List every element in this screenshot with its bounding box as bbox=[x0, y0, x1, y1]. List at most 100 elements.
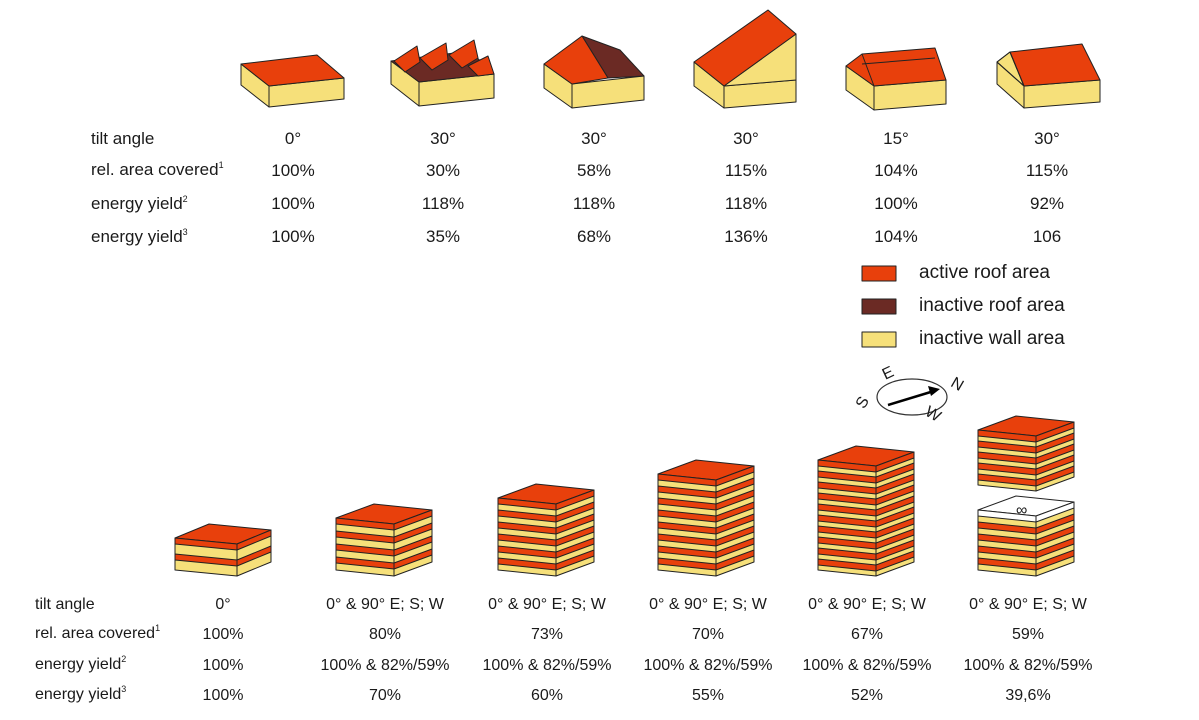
bottom-cell-tilt: 0° & 90° E; S; W bbox=[808, 596, 926, 613]
block-roof-edge bbox=[875, 451, 915, 473]
bottom-cell-yield2: 100% & 82%/59% bbox=[643, 657, 773, 674]
bottom-cell-yield3: 100% bbox=[202, 687, 244, 704]
building-shallow-roof bbox=[845, 47, 947, 111]
legend-label-wall: inactive wall area bbox=[919, 328, 1065, 349]
bottom-cell-yield3: 52% bbox=[850, 687, 884, 704]
wall-front bbox=[571, 75, 645, 109]
floor-band-side bbox=[555, 513, 595, 535]
top-cell-area: 104% bbox=[874, 161, 918, 180]
row-label-yield2: energy yield2 bbox=[35, 654, 127, 674]
floor-band-side bbox=[393, 548, 433, 570]
floor-band-side bbox=[715, 501, 755, 523]
bottom-cell-tilt: 0° bbox=[215, 596, 231, 613]
bottom-cell-area: 70% bbox=[691, 626, 725, 643]
roof-active bbox=[240, 54, 345, 87]
roof-active bbox=[448, 39, 479, 69]
floor-band-side bbox=[875, 528, 915, 550]
roof-active bbox=[419, 42, 449, 71]
bottom-cell-area: 59% bbox=[1011, 626, 1045, 643]
floor-band-side bbox=[715, 513, 755, 535]
top-cell-area: 115% bbox=[724, 161, 768, 180]
row-label-yield3: energy yield3 bbox=[35, 684, 127, 704]
top-cell-yield3: 68% bbox=[576, 227, 612, 246]
roof-active bbox=[467, 55, 495, 77]
floor-band-side bbox=[393, 535, 433, 557]
legend-swatches bbox=[861, 265, 897, 348]
row-label-tilt: tilt angle bbox=[91, 129, 155, 148]
bottom-cell-tilt: 0° & 90° E; S; W bbox=[969, 596, 1087, 613]
compass-arrowhead-icon bbox=[928, 386, 940, 396]
bottom-cell-yield2: 100% & 82%/59% bbox=[963, 657, 1093, 674]
building-flat-roof bbox=[240, 54, 345, 108]
floor-band-side bbox=[1035, 465, 1075, 487]
legend-label-active-roof: active roof area bbox=[919, 262, 1050, 283]
bottom-cell-area: 100% bbox=[202, 626, 244, 643]
block-roof-edge bbox=[393, 509, 433, 531]
compass-arrow-icon bbox=[887, 389, 935, 407]
bottom-cell-area: 73% bbox=[530, 626, 564, 643]
top-cell-tilt: 30° bbox=[1034, 129, 1060, 148]
top-cell-area: 100% bbox=[271, 161, 315, 180]
roof-active bbox=[845, 47, 947, 87]
floor-band-side bbox=[715, 489, 755, 511]
row-label-area: rel. area covered1 bbox=[35, 623, 161, 643]
bottom-cell-yield3: 55% bbox=[691, 687, 725, 704]
top-cell-yield3: 136% bbox=[724, 227, 768, 246]
legend-swatch-active-roof bbox=[861, 265, 897, 282]
compass-rose bbox=[876, 378, 948, 416]
top-cell-area: 58% bbox=[576, 161, 612, 180]
top-cell-tilt: 0° bbox=[284, 129, 302, 148]
top-cell-yield2: 100% bbox=[271, 194, 315, 213]
floor-band-side bbox=[875, 539, 915, 561]
top-cell-yield3: 106 bbox=[1032, 227, 1062, 246]
floor-band-side bbox=[1035, 537, 1075, 559]
floor-band-side bbox=[1035, 513, 1075, 535]
bottom-cell-yield2: 100% & 82%/59% bbox=[482, 657, 612, 674]
bottom-cell-yield3: 70% bbox=[368, 687, 402, 704]
legend-swatch-wall bbox=[861, 331, 897, 348]
roof-ridge-line bbox=[861, 57, 936, 65]
block-roof-edge bbox=[1035, 421, 1075, 443]
floor-band-side bbox=[393, 522, 433, 544]
top-cell-yield3: 104% bbox=[874, 227, 918, 246]
legend-label-inactive-roof: inactive roof area bbox=[919, 295, 1065, 316]
bottom-cell-area: 80% bbox=[368, 626, 402, 643]
floor-band-side bbox=[715, 537, 755, 559]
floor-band-side bbox=[875, 517, 915, 539]
floor-band-side bbox=[236, 545, 272, 567]
building-gable-roof-rotated bbox=[996, 43, 1101, 109]
floor-band-side bbox=[555, 549, 595, 571]
floor-band-side bbox=[1035, 432, 1075, 454]
floor-band-side bbox=[1035, 525, 1075, 547]
row-label-tilt: tilt angle bbox=[35, 596, 95, 613]
roof-active bbox=[693, 9, 797, 87]
top-cell-tilt: 30° bbox=[733, 129, 759, 148]
bottom-cell-yield3: 39,6% bbox=[1005, 687, 1051, 704]
bottom-cell-yield2: 100% bbox=[202, 657, 244, 674]
block-roof-edge bbox=[1035, 501, 1075, 523]
bottom-cell-yield3: 60% bbox=[530, 687, 564, 704]
floor-band-side bbox=[875, 495, 915, 517]
floor-band-side bbox=[1035, 549, 1075, 571]
bottom-cell-area: 67% bbox=[850, 626, 884, 643]
top-cell-yield2: 100% bbox=[874, 194, 918, 213]
roof-active bbox=[1009, 43, 1101, 87]
top-cell-area: 115% bbox=[1025, 161, 1069, 180]
top-cell-yield3: 100% bbox=[271, 227, 315, 246]
building-gable-roof bbox=[543, 35, 645, 109]
top-cell-yield3: 35% bbox=[425, 227, 461, 246]
top-cell-yield2: 118% bbox=[572, 194, 616, 213]
bottom-cell-yield2: 100% & 82%/59% bbox=[320, 657, 450, 674]
floor-band-side bbox=[555, 525, 595, 547]
building-monopitch-roof bbox=[693, 9, 797, 109]
floor-band-side bbox=[555, 537, 595, 559]
floor-band-side bbox=[1035, 454, 1075, 476]
row-label-area: rel. area covered1 bbox=[91, 160, 224, 179]
roof-ridge-line bbox=[861, 53, 875, 87]
floor-band-side bbox=[1035, 443, 1075, 465]
top-cell-area: 30% bbox=[425, 161, 461, 180]
top-cell-tilt: 30° bbox=[581, 129, 607, 148]
infinity-symbol: ∞ bbox=[1016, 502, 1028, 519]
